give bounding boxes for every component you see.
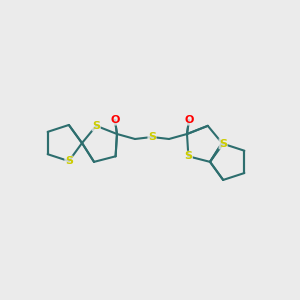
- Text: S: S: [148, 132, 156, 142]
- Text: S: S: [65, 156, 73, 166]
- Text: S: S: [92, 121, 100, 131]
- Text: O: O: [184, 115, 194, 125]
- Text: S: S: [184, 151, 192, 161]
- Text: S: S: [219, 139, 227, 149]
- Text: O: O: [110, 115, 120, 125]
